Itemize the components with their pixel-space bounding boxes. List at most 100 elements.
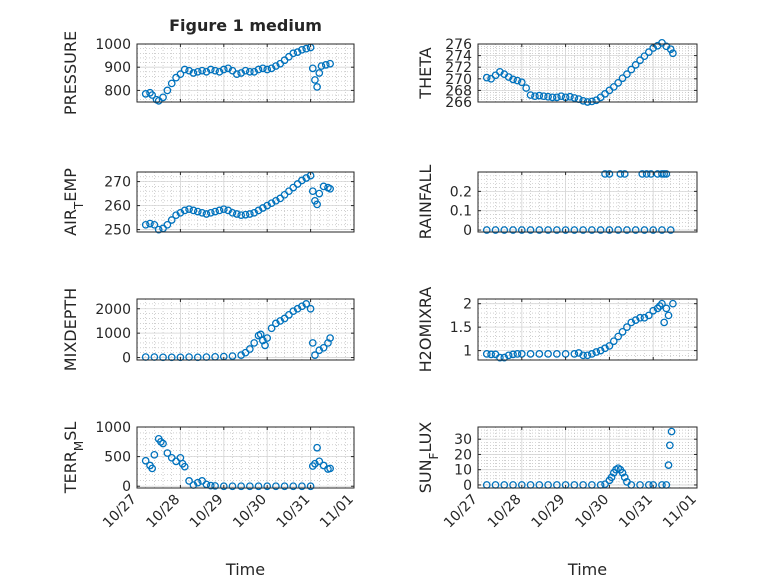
air_temp-data-point: [232, 210, 241, 218]
pressure-data-point: [185, 66, 193, 75]
air_temp-axes-box: [136, 171, 355, 233]
terr_msl-data-point: [148, 464, 157, 473]
air_temp-data-point: [219, 205, 228, 214]
sun_flux-y-axis-label: SUNFLUX: [416, 422, 441, 494]
rainfall-data-point: [596, 226, 605, 234]
terr_msl-data-point: [163, 449, 172, 457]
terr_msl-series: [141, 434, 334, 491]
h2omixra-data-point: [662, 304, 671, 313]
pressure-data-point: [326, 59, 334, 68]
air_temp-data-point: [189, 206, 198, 215]
h2omixra-data-point: [588, 350, 596, 358]
rainfall-data-point: [517, 226, 526, 234]
terr_msl-data-point: [180, 462, 189, 471]
pressure-data-point: [189, 69, 198, 77]
theta-data-point: [644, 48, 653, 56]
h2omixra-data-point: [552, 350, 561, 358]
terr_msl-data-point: [159, 439, 167, 448]
rainfall-y-tick-label: 0: [463, 223, 472, 239]
air_temp-data-point: [215, 206, 224, 215]
h2omixra-data-point: [609, 337, 618, 346]
pressure-data-point: [215, 67, 224, 76]
terr_msl-data-point: [272, 482, 280, 491]
air_temp-data-point: [193, 207, 202, 216]
sun_flux-data-point: [667, 427, 676, 436]
rainfall-data-point: [640, 226, 649, 234]
terr_msl-plot-area: [137, 427, 354, 488]
mixdepth-data-point: [302, 300, 311, 308]
mixdepth-data-point: [263, 334, 272, 342]
sun_flux-data-point: [601, 480, 609, 489]
h2omixra-data-point: [623, 323, 631, 332]
mixdepth-y-tick-label: 0: [122, 351, 131, 367]
rainfall-data-point: [623, 226, 631, 234]
terr_msl-data-point: [326, 464, 334, 473]
h2omixra-data-point: [649, 306, 658, 315]
rainfall-data-point: [605, 226, 614, 234]
mixdepth-y-tick-label: 2000: [95, 302, 131, 318]
rainfall-plot-area: [478, 172, 697, 232]
rainfall-data-point: [482, 226, 491, 234]
theta-data-point: [627, 65, 636, 74]
pressure-data-point: [289, 49, 298, 58]
mixdepth-data-point: [193, 353, 202, 362]
rainfall-series: [482, 170, 675, 234]
theta-data-point: [570, 94, 579, 102]
rainfall-data-point: [526, 226, 535, 234]
rainfall-y-axis-label: RAINFALL: [416, 165, 435, 240]
rainfall-data-point: [662, 170, 671, 178]
mixdepth-data-point: [308, 339, 317, 347]
h2omixra-data-point: [655, 302, 664, 310]
sun_flux-data-point: [607, 473, 616, 482]
theta-y-tick-label: 274: [445, 49, 472, 65]
terr_msl-data-point: [306, 482, 315, 491]
rainfall-y-tick-label: 0.1: [450, 204, 472, 220]
mixdepth-y-axis-label: MIXDEPTH: [61, 288, 80, 371]
rainfall-data-point: [588, 226, 596, 234]
air_temp-data-point: [163, 220, 172, 229]
air_temp-y-tick-label: 260: [104, 199, 131, 215]
air_temp-y-tick-label: 250: [104, 223, 131, 239]
pressure-data-point: [193, 67, 202, 76]
theta-data-point: [504, 73, 513, 81]
sun_flux-x-axis-label: Time: [567, 560, 607, 579]
mixdepth-data-point: [228, 352, 237, 360]
h2omixra-data-point: [618, 327, 627, 336]
terr_msl-y-tick-label: 500: [104, 450, 131, 466]
air_temp-data-point: [150, 220, 159, 229]
h2omixra-data-point: [500, 353, 509, 362]
pressure-data-point: [315, 69, 324, 77]
theta-data-point: [509, 75, 517, 84]
theta-plot-area: [478, 44, 697, 102]
pressure-data-point: [317, 62, 326, 70]
air_temp-data-point: [313, 200, 321, 209]
h2omixra-data-point: [658, 299, 666, 308]
pressure-plot-area: [137, 44, 354, 102]
sun_flux-y-tick-label: 30: [454, 432, 472, 448]
pressure-data-point: [163, 86, 172, 95]
pressure-series: [141, 43, 334, 105]
terr_msl-data-point: [313, 443, 321, 452]
theta-data-point: [531, 92, 539, 101]
rainfall-data-point: [544, 226, 552, 234]
subplot-air_temp: 250 260 270 AIRTEMP: [61, 168, 355, 239]
theta-data-point: [517, 78, 526, 87]
h2omixra-data-point: [579, 351, 587, 360]
theta-data-point: [526, 91, 535, 99]
h2omixra-y-axis-label: H2OMIXRA: [416, 287, 435, 373]
h2omixra-data-point: [583, 351, 592, 360]
h2omixra-data-point: [660, 318, 669, 327]
mixdepth-axes-box: [136, 298, 355, 361]
sun_flux-data-point: [665, 441, 674, 450]
subplot-rainfall: 0 0.1 0.2 RAINFALL: [416, 165, 698, 240]
theta-y-tick-label: 272: [445, 60, 472, 76]
h2omixra-y-tick-label: 1: [463, 344, 472, 360]
theta-axes-box: [477, 43, 698, 103]
air_temp-data-point: [326, 184, 334, 193]
theta-data-point: [631, 61, 640, 69]
pressure-data-point: [241, 66, 250, 75]
pressure-data-point: [308, 64, 317, 73]
terr_msl-data-point: [237, 482, 246, 491]
theta-data-point: [552, 93, 561, 102]
